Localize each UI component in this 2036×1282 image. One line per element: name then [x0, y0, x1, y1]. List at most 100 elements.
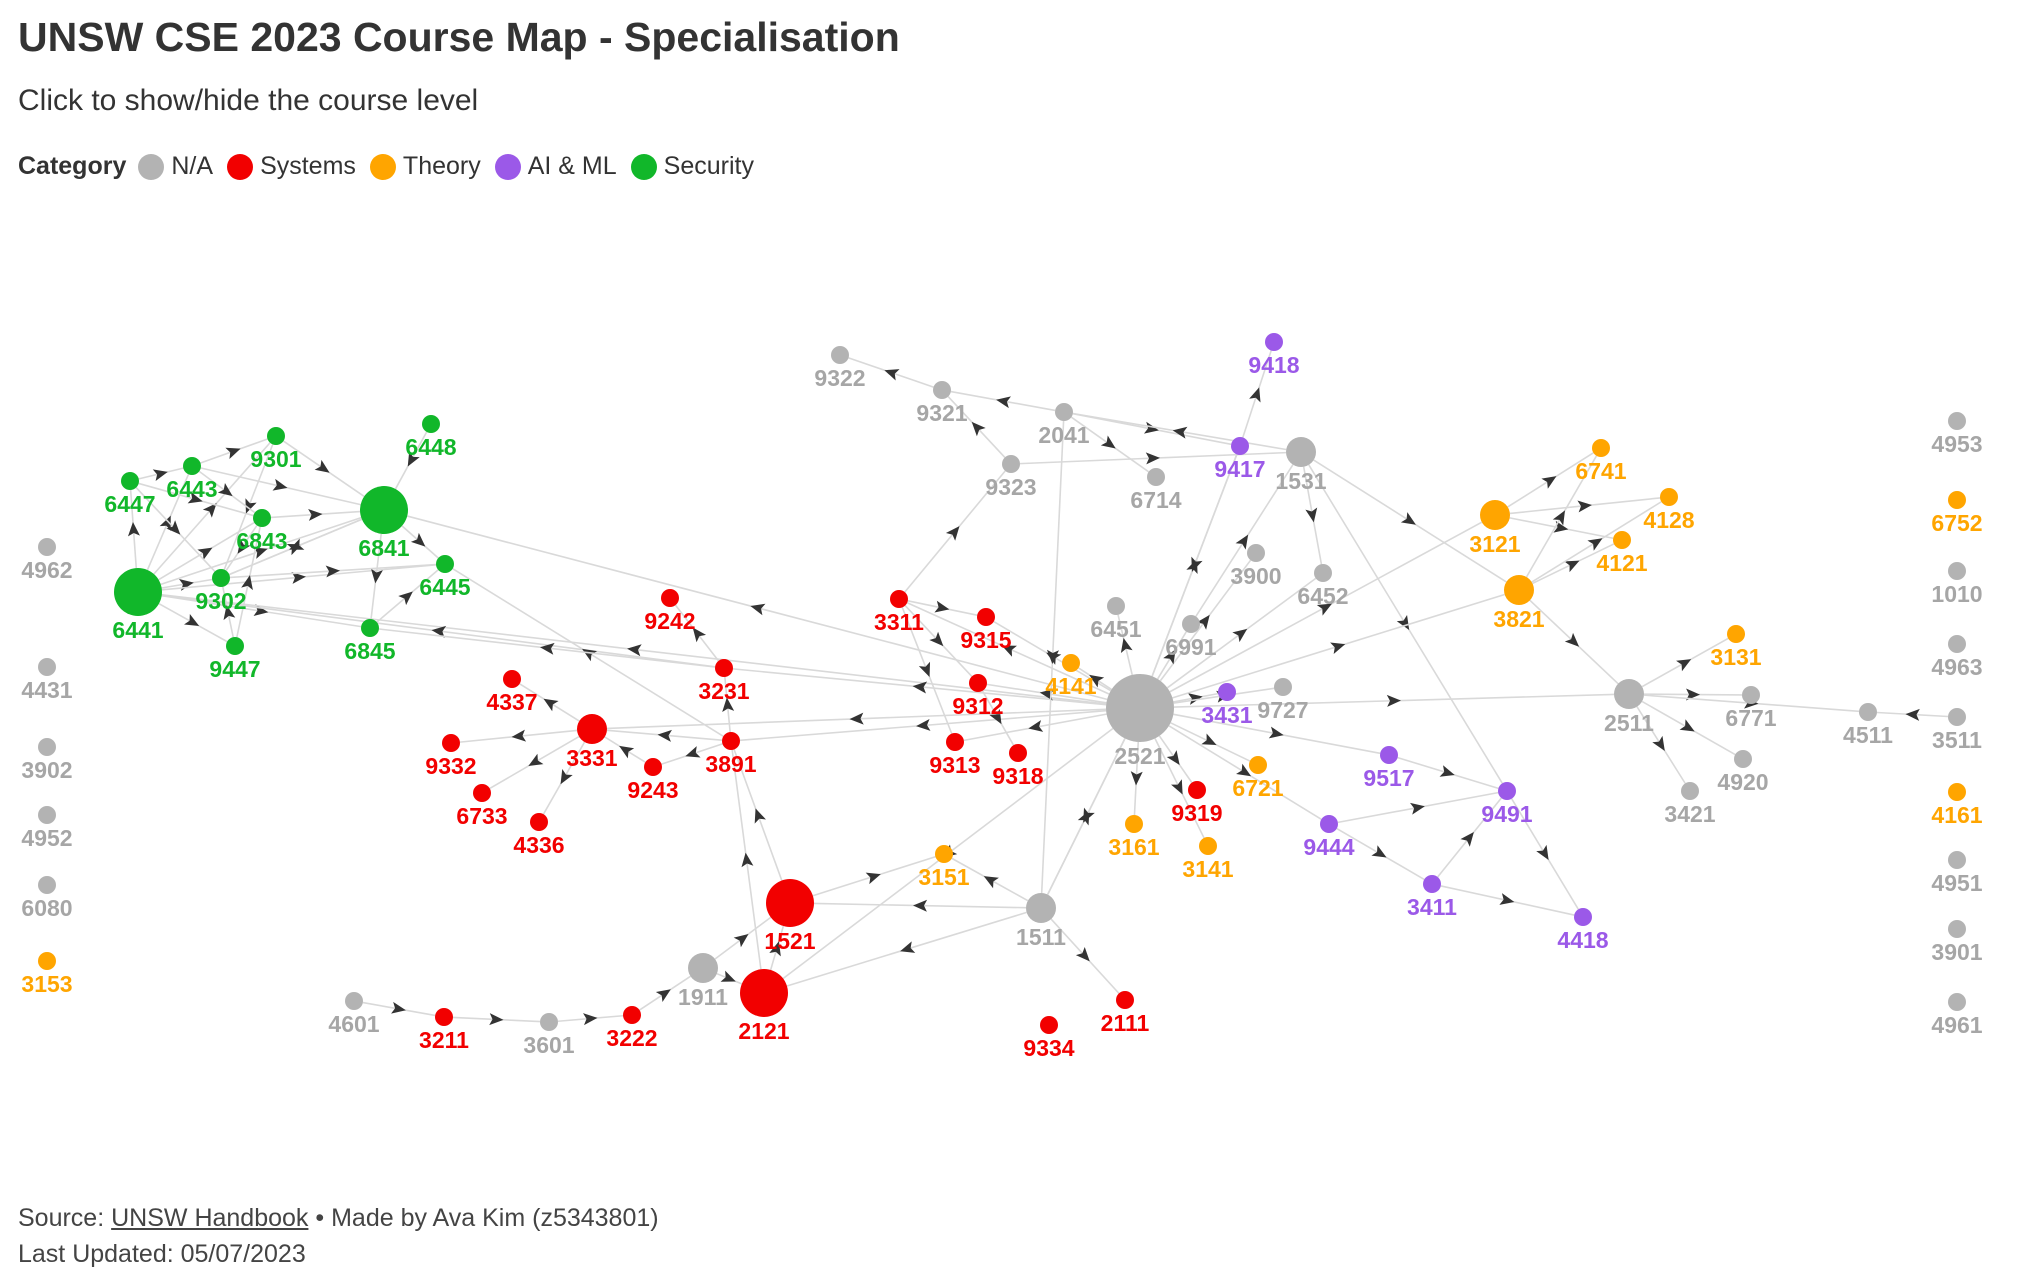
course-node-circle[interactable] [1948, 635, 1966, 653]
course-node-9318[interactable]: 9318 [992, 744, 1044, 789]
course-node-6991[interactable]: 6991 [1165, 615, 1217, 660]
course-node-6841[interactable]: 6841 [358, 486, 410, 561]
course-node-circle[interactable] [1249, 756, 1267, 774]
course-node-circle[interactable] [661, 589, 679, 607]
course-node-circle[interactable] [1199, 837, 1217, 855]
course-node-circle[interactable] [1106, 674, 1174, 742]
course-node-circle[interactable] [623, 1006, 641, 1024]
course-node-6752[interactable]: 6752 [1931, 491, 1983, 536]
course-node-circle[interactable] [1613, 531, 1631, 549]
course-node-circle[interactable] [1125, 815, 1143, 833]
course-node-3222[interactable]: 3222 [606, 1006, 658, 1051]
course-node-6447[interactable]: 6447 [104, 472, 156, 517]
course-node-3141[interactable]: 3141 [1182, 837, 1234, 882]
course-node-circle[interactable] [345, 992, 363, 1010]
course-node-circle[interactable] [1320, 815, 1338, 833]
course-node-9444[interactable]: 9444 [1303, 815, 1355, 860]
course-node-circle[interactable] [38, 738, 56, 756]
course-node-circle[interactable] [831, 346, 849, 364]
course-node-4963[interactable]: 4963 [1931, 635, 1983, 680]
course-node-circle[interactable] [1948, 562, 1966, 580]
course-node-circle[interactable] [1026, 893, 1056, 923]
course-node-9418[interactable]: 9418 [1248, 333, 1300, 378]
course-node-6445[interactable]: 6445 [419, 555, 471, 600]
course-node-9332[interactable]: 9332 [425, 734, 477, 779]
course-node-circle[interactable] [1107, 597, 1125, 615]
course-node-circle[interactable] [1574, 908, 1592, 926]
course-node-3153[interactable]: 3153 [21, 952, 73, 997]
course-node-2511[interactable]: 2511 [1604, 679, 1654, 736]
course-node-3900[interactable]: 3900 [1230, 544, 1282, 589]
course-node-circle[interactable] [722, 732, 740, 750]
course-node-circle[interactable] [1380, 746, 1398, 764]
course-node-4962[interactable]: 4962 [21, 538, 73, 583]
course-node-3411[interactable]: 3411 [1407, 875, 1457, 920]
course-node-circle[interactable] [1040, 1016, 1058, 1034]
course-node-6443[interactable]: 6443 [166, 457, 218, 502]
course-node-3151[interactable]: 3151 [918, 845, 970, 890]
course-node-6451[interactable]: 6451 [1090, 597, 1142, 642]
course-node-9334[interactable]: 9334 [1023, 1016, 1075, 1061]
course-node-6452[interactable]: 6452 [1297, 564, 1349, 609]
course-node-circle[interactable] [1116, 991, 1134, 1009]
course-node-circle[interactable] [1182, 615, 1200, 633]
course-node-circle[interactable] [977, 608, 995, 626]
course-node-circle[interactable] [1055, 403, 1073, 421]
course-node-1531[interactable]: 1531 [1275, 437, 1327, 494]
course-node-circle[interactable] [644, 758, 662, 776]
course-node-circle[interactable] [360, 486, 408, 534]
course-node-9312[interactable]: 9312 [952, 674, 1004, 719]
course-node-6771[interactable]: 6771 [1725, 686, 1777, 731]
course-node-circle[interactable] [442, 734, 460, 752]
course-node-circle[interactable] [38, 952, 56, 970]
course-node-3331[interactable]: 3331 [566, 714, 618, 771]
legend-item-na[interactable]: N/A [138, 152, 213, 181]
course-node-9323[interactable]: 9323 [985, 455, 1037, 500]
course-node-6741[interactable]: 6741 [1575, 439, 1627, 484]
course-node-circle[interactable] [1147, 468, 1165, 486]
course-node-9301[interactable]: 9301 [250, 427, 302, 472]
course-node-circle[interactable] [946, 733, 964, 751]
course-node-circle[interactable] [503, 670, 521, 688]
course-node-9727[interactable]: 9727 [1257, 678, 1309, 723]
course-node-3131[interactable]: 3131 [1710, 625, 1762, 670]
course-node-circle[interactable] [435, 1008, 453, 1026]
course-node-4336[interactable]: 4336 [513, 813, 565, 858]
course-node-4141[interactable]: 4141 [1045, 654, 1097, 699]
course-node-circle[interactable] [1504, 575, 1534, 605]
course-node-circle[interactable] [969, 674, 987, 692]
course-node-4431[interactable]: 4431 [21, 658, 73, 703]
course-node-circle[interactable] [1948, 412, 1966, 430]
course-node-4961[interactable]: 4961 [1931, 993, 1983, 1038]
course-node-circle[interactable] [1859, 703, 1877, 721]
course-node-6080[interactable]: 6080 [21, 876, 73, 921]
course-node-circle[interactable] [1592, 439, 1610, 457]
course-node-circle[interactable] [1498, 782, 1516, 800]
course-node-circle[interactable] [1948, 491, 1966, 509]
course-node-circle[interactable] [38, 806, 56, 824]
course-node-9447[interactable]: 9447 [209, 637, 261, 682]
course-node-circle[interactable] [1742, 686, 1760, 704]
course-node-3891[interactable]: 3891 [705, 732, 757, 777]
course-node-2121[interactable]: 2121 [738, 969, 790, 1044]
course-node-4951[interactable]: 4951 [1931, 851, 1983, 896]
source-link[interactable]: UNSW Handbook [111, 1204, 309, 1232]
course-node-9517[interactable]: 9517 [1363, 746, 1415, 791]
course-node-circle[interactable] [1286, 437, 1316, 467]
course-node-4121[interactable]: 4121 [1596, 531, 1648, 576]
course-node-1010[interactable]: 1010 [1931, 562, 1983, 607]
course-node-circle[interactable] [253, 509, 271, 527]
course-node-9321[interactable]: 9321 [916, 381, 968, 426]
course-node-3121[interactable]: 3121 [1469, 500, 1521, 557]
course-node-3311[interactable]: 3311 [874, 590, 924, 635]
course-node-3431[interactable]: 3431 [1201, 683, 1253, 728]
course-node-circle[interactable] [38, 538, 56, 556]
course-node-9302[interactable]: 9302 [195, 569, 247, 614]
course-node-3902[interactable]: 3902 [21, 738, 73, 783]
course-node-circle[interactable] [38, 658, 56, 676]
course-node-1511[interactable]: 1511 [1016, 893, 1066, 950]
course-node-circle[interactable] [1062, 654, 1080, 672]
course-node-circle[interactable] [121, 472, 139, 490]
course-node-4953[interactable]: 4953 [1931, 412, 1983, 457]
course-node-circle[interactable] [1423, 875, 1441, 893]
